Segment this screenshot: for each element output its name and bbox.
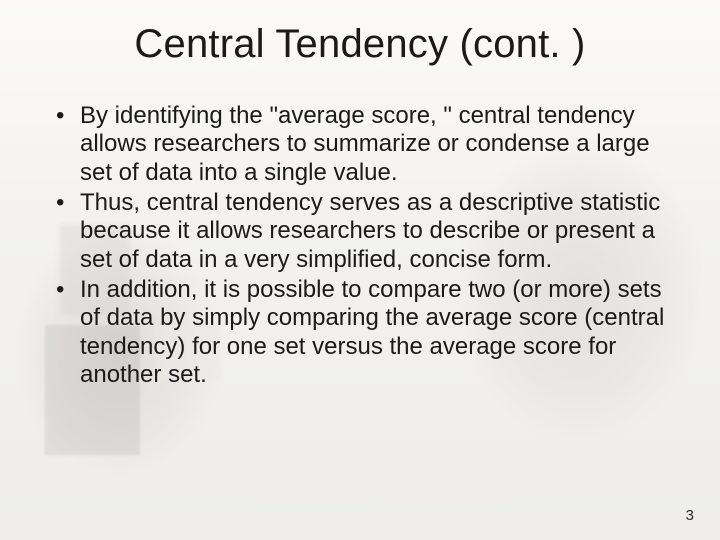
slide: Central Tendency (cont. ) By identifying… [0, 0, 720, 540]
page-number: 3 [686, 507, 694, 524]
bullet-item: By identifying the "average score, " cen… [54, 102, 666, 187]
slide-body: By identifying the "average score, " cen… [54, 102, 666, 391]
bullet-list: By identifying the "average score, " cen… [54, 102, 666, 389]
bullet-item: In addition, it is possible to compare t… [54, 276, 666, 389]
slide-title: Central Tendency (cont. ) [0, 22, 720, 67]
bullet-item: Thus, central tendency serves as a descr… [54, 189, 666, 274]
